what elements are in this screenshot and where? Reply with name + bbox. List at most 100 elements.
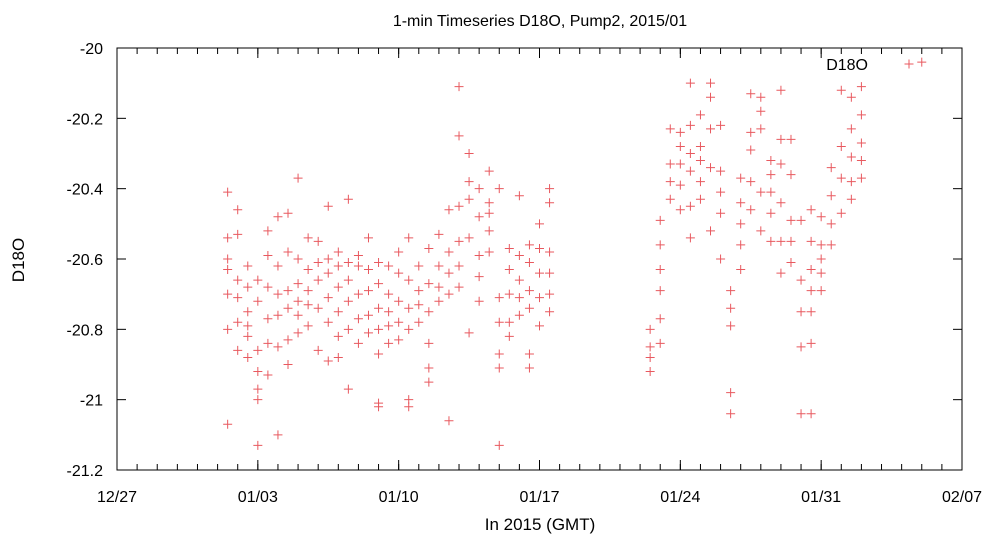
data-point — [343, 275, 353, 285]
data-point — [524, 286, 534, 296]
data-point — [474, 296, 484, 306]
data-point — [786, 215, 796, 225]
data-point — [545, 184, 555, 194]
data-point — [756, 92, 766, 102]
data-point — [404, 233, 414, 243]
data-point — [223, 419, 233, 429]
data-point — [806, 338, 816, 348]
data-point — [243, 331, 253, 341]
y-tick-label: -20.2 — [67, 111, 104, 128]
data-point — [343, 296, 353, 306]
data-point — [444, 416, 454, 426]
data-point — [384, 261, 394, 271]
data-point — [756, 226, 766, 236]
data-point — [645, 367, 655, 377]
data-point — [736, 240, 746, 250]
data-point — [243, 261, 253, 271]
data-point — [434, 229, 444, 239]
data-point — [333, 261, 343, 271]
data-point — [746, 205, 756, 215]
data-point — [685, 149, 695, 158]
data-point — [353, 338, 363, 348]
data-point — [424, 377, 434, 387]
data-point — [776, 236, 786, 246]
data-point — [846, 152, 856, 162]
data-point — [233, 345, 243, 355]
x-axis-label: In 2015 (GMT) — [485, 515, 596, 534]
data-point — [474, 250, 484, 260]
data-point — [776, 159, 786, 169]
data-point — [263, 226, 273, 236]
data-point — [655, 338, 665, 348]
data-point — [223, 187, 233, 197]
data-point — [283, 286, 293, 296]
data-point — [494, 440, 504, 450]
data-point — [736, 219, 746, 229]
data-point — [524, 258, 534, 268]
data-point — [333, 247, 343, 257]
data-point — [374, 349, 384, 359]
data-point — [454, 261, 464, 271]
data-point — [303, 286, 313, 296]
data-point — [766, 236, 776, 246]
data-point — [313, 275, 323, 285]
data-point — [665, 159, 675, 169]
data-point — [363, 265, 373, 275]
data-point — [535, 321, 544, 331]
data-point — [535, 268, 544, 278]
data-point — [695, 110, 705, 120]
data-point — [273, 430, 283, 440]
data-point — [223, 254, 233, 264]
data-point — [776, 134, 786, 144]
data-point — [756, 106, 766, 116]
data-point — [695, 141, 705, 151]
data-point — [484, 166, 494, 176]
data-point — [706, 92, 716, 102]
data-point — [776, 268, 786, 278]
data-point — [273, 212, 283, 222]
data-point — [806, 205, 816, 215]
data-point — [675, 127, 685, 137]
data-point — [796, 409, 806, 419]
data-point — [494, 317, 504, 327]
data-point — [706, 124, 716, 134]
data-point — [766, 187, 776, 197]
data-point — [665, 194, 675, 204]
data-point — [706, 163, 716, 173]
data-point — [856, 82, 866, 92]
data-point — [675, 205, 685, 215]
data-point — [333, 307, 343, 317]
data-point — [233, 317, 243, 327]
chart-title: 1-min Timeseries D18O, Pump2, 2015/01 — [393, 13, 687, 30]
plot-area-frame — [116, 47, 963, 471]
data-point — [726, 321, 736, 331]
x-tick-label: 01/17 — [519, 489, 559, 506]
data-point — [363, 310, 373, 320]
data-point — [424, 363, 434, 373]
data-point — [846, 92, 856, 102]
data-point — [454, 82, 464, 92]
data-point — [323, 254, 333, 264]
data-point — [514, 191, 524, 201]
data-point — [384, 338, 394, 348]
data-point — [253, 345, 263, 355]
data-point — [444, 289, 454, 299]
data-point — [695, 194, 705, 204]
data-point — [746, 177, 756, 187]
data-point — [695, 156, 705, 166]
data-point — [776, 198, 786, 208]
data-point — [484, 247, 494, 257]
data-point — [746, 127, 756, 137]
data-point — [323, 356, 333, 366]
data-point — [444, 268, 454, 278]
data-point — [394, 296, 404, 306]
data-point — [685, 120, 695, 130]
data-point — [434, 296, 444, 306]
data-point — [796, 342, 806, 352]
data-point — [856, 173, 866, 183]
data-point — [394, 317, 404, 327]
data-point — [685, 78, 695, 88]
data-point — [273, 261, 283, 271]
data-point — [233, 229, 243, 239]
data-point — [253, 384, 263, 394]
